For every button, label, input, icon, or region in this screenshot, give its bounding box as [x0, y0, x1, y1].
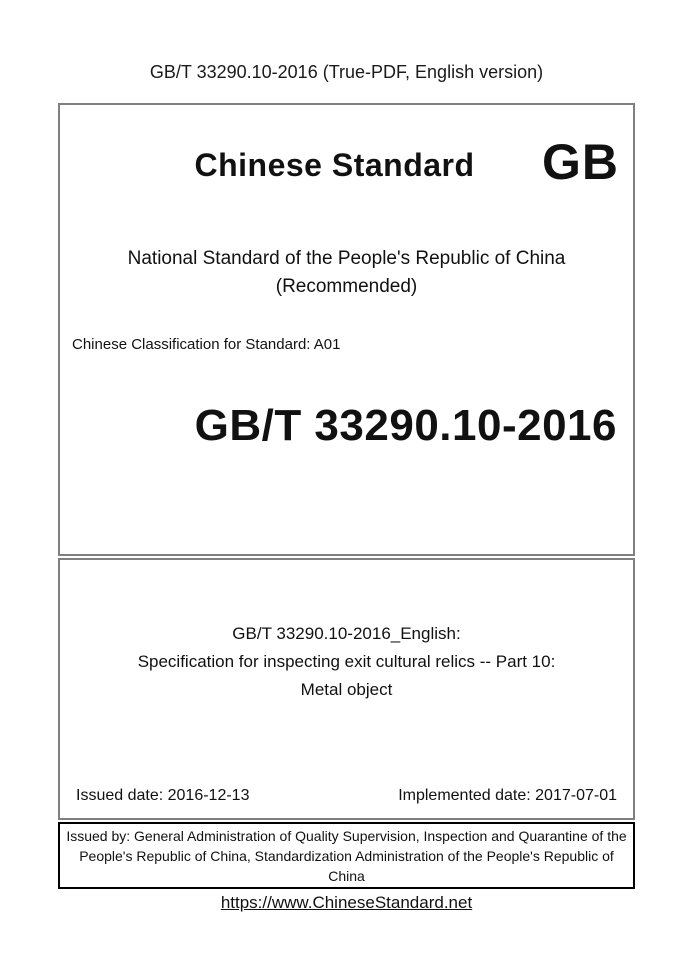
national-standard-block: National Standard of the People's Republ…	[60, 245, 633, 301]
dates-row: Issued date: 2016-12-13 Implemented date…	[76, 787, 617, 805]
english-title-block: GB/T 33290.10-2016_English: Specificatio…	[60, 620, 633, 704]
brand-title: Chinese Standard	[194, 147, 475, 183]
footer: https://www.ChineseStandard.net	[0, 893, 693, 913]
classification-line: Chinese Classification for Standard: A01	[72, 336, 341, 353]
title-line-3: Metal object	[300, 680, 393, 699]
issuer-box: Issued by: General Administration of Qua…	[58, 822, 635, 889]
document-header: GB/T 33290.10-2016 (True-PDF, English ve…	[149, 62, 544, 82]
recommended-line: (Recommended)	[275, 276, 418, 297]
cover-box: Chinese Standard GB National Standard of…	[58, 103, 635, 556]
title-line-2: Specification for inspecting exit cultur…	[137, 652, 556, 671]
gb-logo: GB	[542, 134, 619, 190]
national-standard-line: National Standard of the People's Republ…	[127, 248, 566, 269]
title-line-1: GB/T 33290.10-2016_English:	[232, 624, 461, 643]
standard-number: GB/T 33290.10-2016	[194, 401, 617, 450]
site-link[interactable]: https://www.ChineseStandard.net	[220, 893, 473, 912]
implemented-date: Implemented date: 2017-07-01	[398, 787, 617, 804]
issuer-text: Issued by: General Administration of Qua…	[66, 827, 627, 884]
issued-date: Issued date: 2016-12-13	[76, 787, 250, 804]
title-box: GB/T 33290.10-2016_English: Specificatio…	[58, 558, 635, 820]
